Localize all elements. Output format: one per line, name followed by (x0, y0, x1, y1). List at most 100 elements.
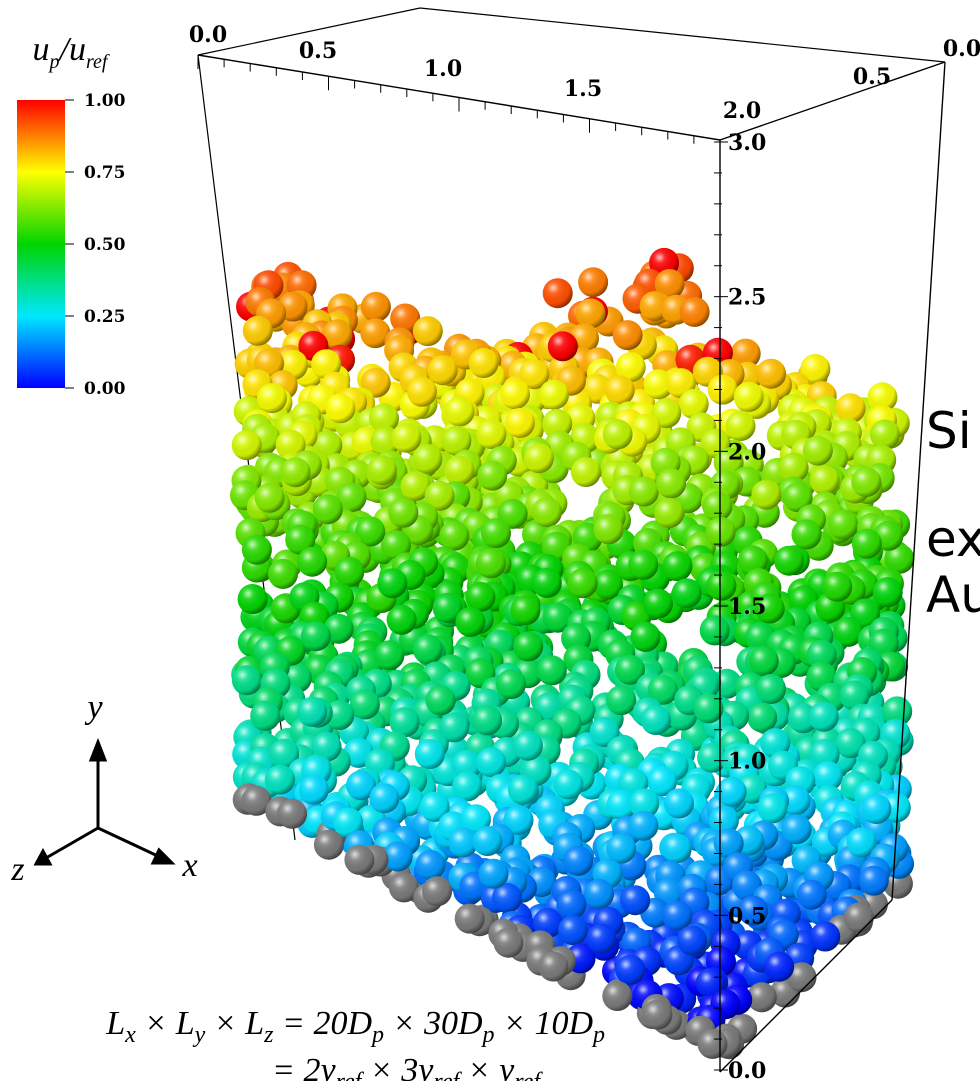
particle-shade (642, 1000, 672, 1030)
particle-shade (852, 529, 882, 559)
subscript: p (481, 1022, 495, 1048)
subscript: ref (86, 51, 110, 73)
particle-shade (415, 739, 445, 769)
particle-shade (844, 903, 874, 933)
text-part: L (105, 1005, 125, 1042)
particle-shade (257, 383, 287, 413)
particle-shade (281, 457, 311, 487)
particle-shade (422, 876, 452, 906)
x-tick-label: 0.0 (189, 22, 227, 48)
colorbar-tick-label: 0.75 (84, 163, 125, 183)
particle-shade (313, 494, 343, 524)
particle-shade (477, 461, 507, 491)
particle-shade (568, 568, 598, 598)
particle-shade (700, 615, 730, 645)
particle-shade (726, 411, 756, 441)
particle-shade (654, 498, 684, 528)
particle-shade (426, 685, 456, 715)
text-part: = 2y (272, 1052, 336, 1081)
particle-shade (873, 577, 903, 607)
particle-shade (613, 320, 643, 350)
particle-shade (629, 477, 659, 507)
particle-shade (472, 826, 502, 856)
particle-shade (749, 646, 779, 676)
z-tick-label: 0.0 (943, 36, 980, 62)
particle-shade (537, 655, 567, 685)
particle-shade (344, 845, 374, 875)
particle-shade (628, 811, 658, 841)
particle-shade (756, 674, 786, 704)
particle-shade (628, 550, 658, 580)
side-text: ex (926, 510, 980, 568)
particle-shade (698, 1029, 728, 1059)
particle-shade (532, 497, 562, 527)
particle-shade (242, 535, 272, 565)
particle-shade (810, 922, 840, 952)
particle-shade (511, 595, 541, 625)
triad-z: z (10, 851, 24, 888)
particle-shade (680, 297, 710, 327)
particle-shade (513, 731, 543, 761)
particle-shade (548, 331, 578, 361)
particle-shade (513, 631, 543, 661)
x-tick-label: 1.5 (564, 76, 602, 102)
particle-shade (314, 830, 344, 860)
particle-shade (803, 436, 833, 466)
text-part: × 30D (384, 1005, 483, 1042)
particle-shade (764, 952, 794, 982)
subscript: x (124, 1022, 136, 1048)
particle-shade (662, 900, 692, 930)
particle-shade (496, 669, 526, 699)
subscript: z (263, 1022, 274, 1048)
particle-shade (500, 379, 530, 409)
particle-shade (615, 955, 645, 985)
particle-shade (809, 702, 839, 732)
particle-shade (377, 568, 407, 598)
particle-shade (416, 850, 446, 880)
particles (230, 248, 914, 1059)
particle-shade (413, 634, 443, 664)
particle-shade (445, 396, 475, 426)
particle-shade (828, 510, 858, 540)
particle-shade (757, 793, 787, 823)
particle-shade (494, 928, 524, 958)
particle-shade (268, 559, 298, 589)
equation-line-1: Lx × Ly × Lz = 20Dp × 30Dp × 10Dp (105, 1005, 605, 1048)
particle-shade (524, 443, 554, 473)
triad-x: x (181, 847, 197, 884)
subscript: ref (514, 1069, 543, 1081)
colorbar-tick-label: 0.50 (84, 235, 126, 255)
y-tick-label: 1.0 (728, 749, 766, 775)
text-part: = 20D (274, 1005, 373, 1042)
particle-shade (859, 866, 889, 896)
particle-shade (605, 375, 635, 405)
particle-shade (602, 981, 632, 1011)
particle-shade (539, 380, 569, 410)
particle-shade (476, 747, 506, 777)
particle-shade (361, 292, 391, 322)
y-tick-label: 1.5 (728, 594, 766, 620)
particle-shade (469, 348, 499, 378)
text-part: × 3y (361, 1052, 434, 1081)
particle-shade (413, 316, 443, 346)
particle-shade (444, 456, 474, 486)
particle-shade (479, 859, 509, 889)
particle-shade (439, 521, 469, 551)
particle-shade (584, 879, 614, 909)
side-text: Au (926, 566, 980, 624)
y-tick-label: 0.5 (728, 903, 766, 929)
particle-shade (586, 924, 616, 954)
particle-shade (656, 468, 686, 498)
particle-shade (455, 607, 485, 637)
equation-line-2: = 2yref × 3yref × yref (272, 1052, 543, 1081)
particle-shade (334, 557, 364, 587)
particle-shade (265, 765, 295, 795)
x-tick-label: 2.0 (723, 98, 761, 124)
particle-shade (734, 382, 764, 412)
text-part: × y (459, 1052, 515, 1081)
particle-shade (297, 697, 327, 727)
particle-shade (677, 925, 707, 955)
particle-shade (243, 316, 273, 346)
text-part: u (33, 31, 50, 68)
